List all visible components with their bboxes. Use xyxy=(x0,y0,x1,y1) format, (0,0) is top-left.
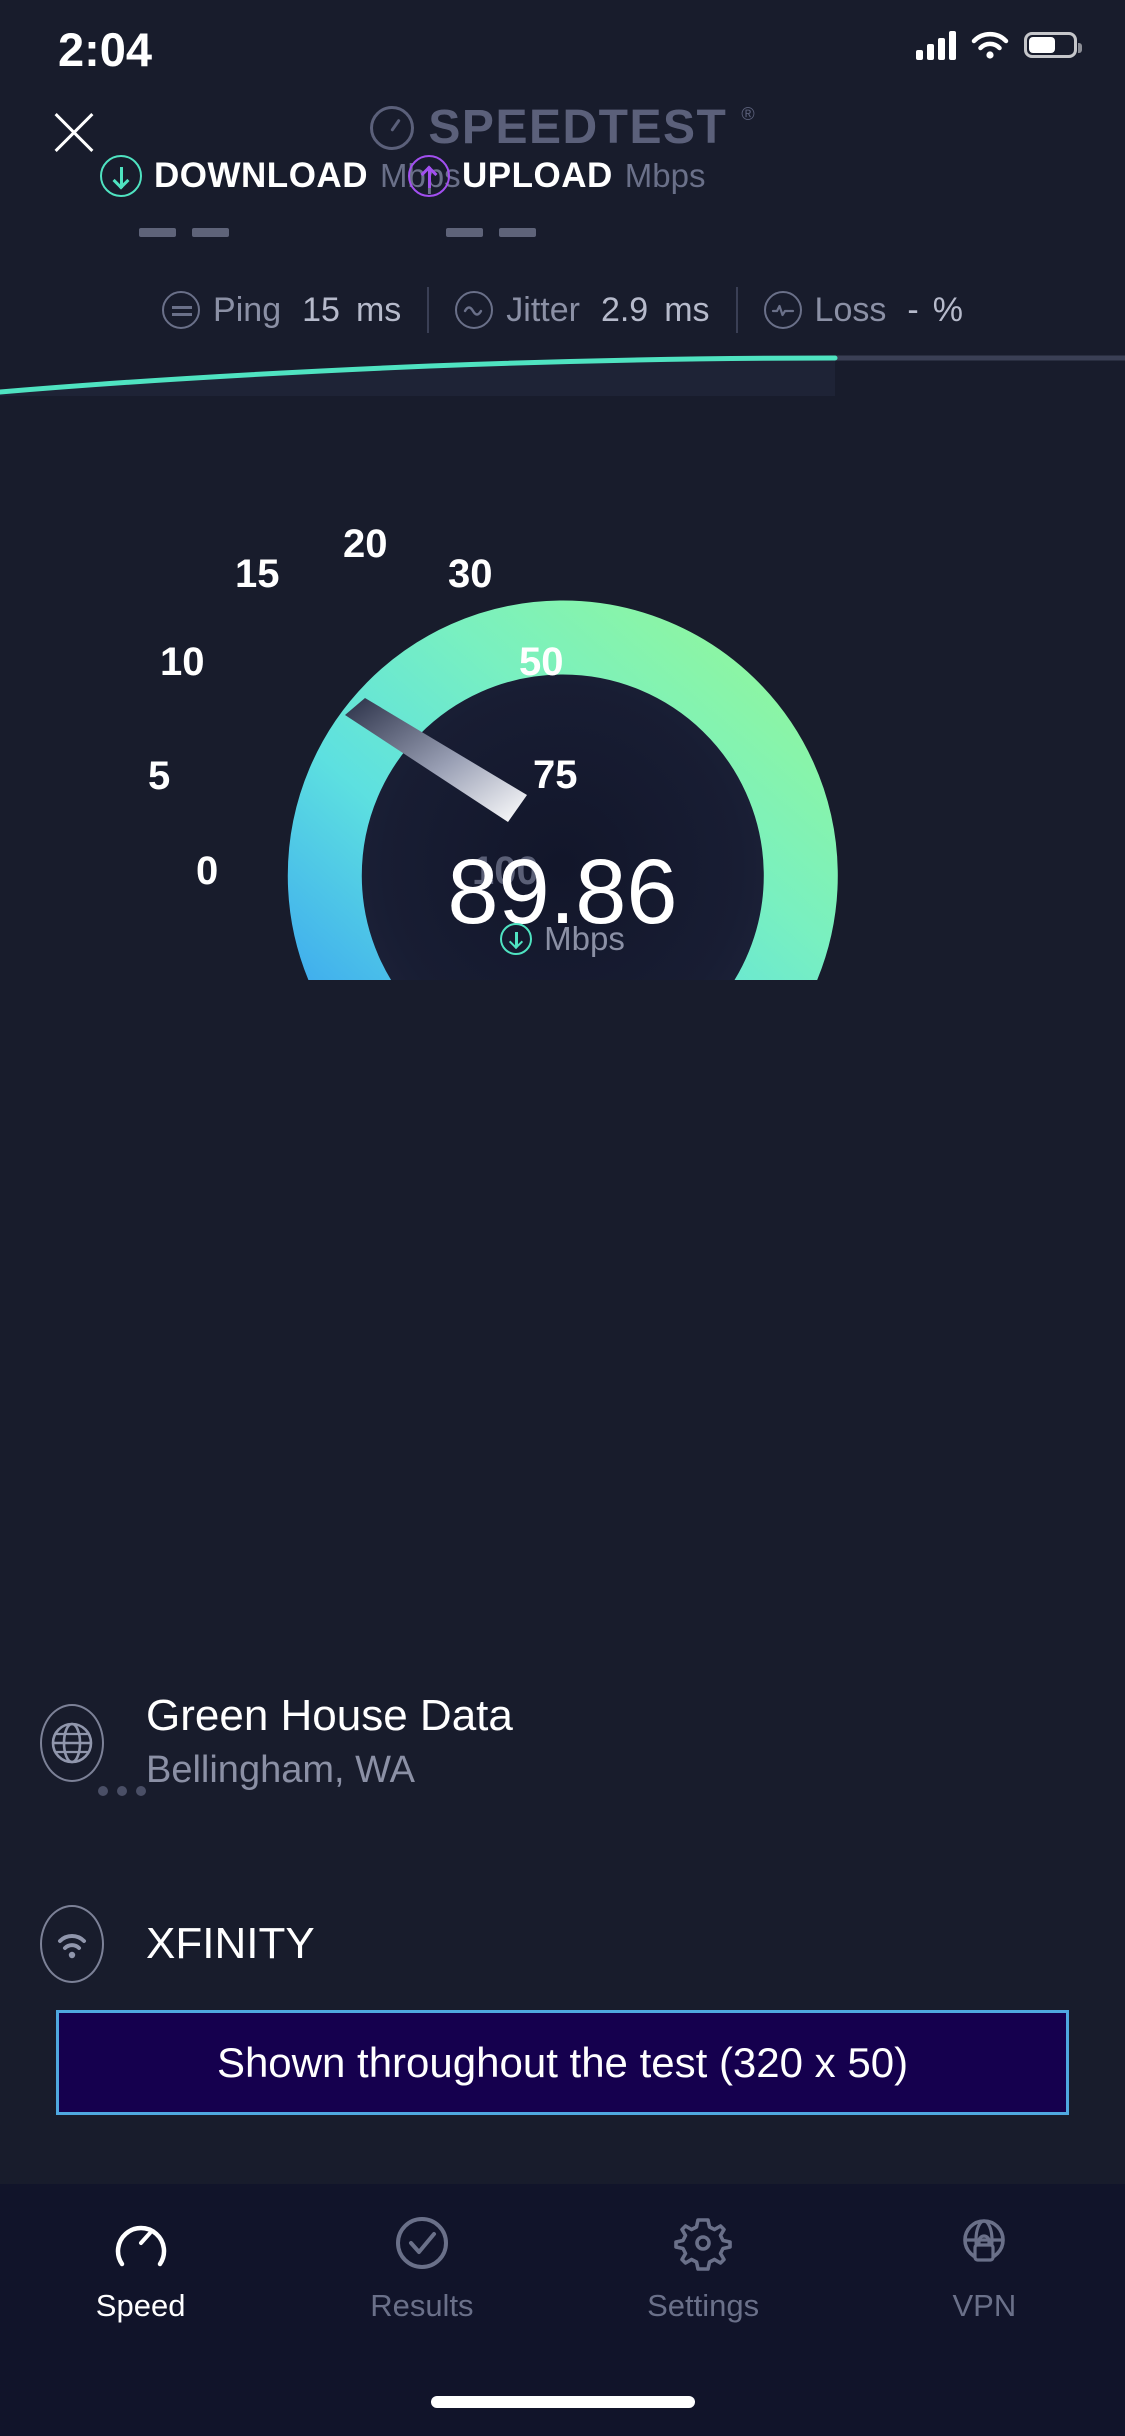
loss-unit: % xyxy=(932,290,963,329)
status-bar-time: 2:04 xyxy=(58,23,153,76)
server-name: Green House Data xyxy=(146,1691,513,1740)
wifi-icon xyxy=(40,1905,104,1983)
download-label: DOWNLOAD xyxy=(154,156,368,195)
ping-value: 15 xyxy=(302,290,340,329)
upload-unit: Mbps xyxy=(624,157,706,194)
status-bar: 2:04 xyxy=(0,0,1125,110)
jitter-label: Jitter xyxy=(506,290,580,329)
jitter-wave-icon xyxy=(455,291,494,329)
gauge-needle xyxy=(345,698,527,822)
gauge-arc xyxy=(287,600,838,1071)
current-speed-value: 89.86 xyxy=(447,841,678,943)
download-value-placeholder xyxy=(139,228,229,237)
loss-value: - xyxy=(907,290,919,329)
current-speed-unit-row: Mbps xyxy=(0,920,1125,958)
jitter-unit: ms xyxy=(664,290,710,329)
trademark-symbol: ® xyxy=(741,104,755,124)
bottom-tab-bar: Speed Results Settings xyxy=(0,2184,1125,2436)
isp-row[interactable]: XFINITY xyxy=(0,1905,1125,1983)
network-stats-row: Ping 15 ms Jitter 2.9 ms Loss xyxy=(0,287,1125,333)
stat-divider xyxy=(427,287,430,333)
upload-value-placeholder xyxy=(446,228,536,237)
gauge-tick-0: 0 xyxy=(196,849,219,893)
metric-headers: DOWNLOAD Mbps UPLOAD Mbps xyxy=(0,155,1125,265)
ping-unit: ms xyxy=(355,290,402,329)
current-speed-unit: Mbps xyxy=(544,920,625,957)
ad-banner[interactable]: Shown throughout the test (320 x 50) xyxy=(56,2010,1069,2115)
wifi-icon xyxy=(971,31,1009,59)
ping-icon xyxy=(162,291,201,329)
jitter-stat: Jitter 2.9 ms xyxy=(429,291,735,330)
gear-icon xyxy=(674,2218,732,2271)
upload-metric-header: UPLOAD Mbps xyxy=(408,155,705,197)
upload-arrow-icon xyxy=(408,155,450,197)
gauge-tick-5: 5 xyxy=(148,754,171,798)
home-indicator[interactable] xyxy=(430,2396,695,2408)
gauge-tick-10: 10 xyxy=(160,640,205,684)
server-location: Bellingham, WA xyxy=(146,1748,415,1791)
stat-divider xyxy=(735,287,738,333)
tab-vpn[interactable]: VPN xyxy=(844,2212,1125,2324)
tab-settings-label: Settings xyxy=(647,2288,760,2323)
packet-loss-icon xyxy=(763,291,802,329)
tab-speed[interactable]: Speed xyxy=(0,2212,281,2324)
cellular-signal-icon xyxy=(916,30,956,60)
ad-banner-text: Shown throughout the test (320 x 50) xyxy=(216,2038,909,2086)
speedtest-gauge-logo-icon xyxy=(370,105,415,150)
download-progress-chart xyxy=(0,355,1125,396)
download-metric-header: DOWNLOAD Mbps xyxy=(100,155,461,197)
speedometer-icon xyxy=(115,2225,166,2267)
brand-name: SPEEDTEST xyxy=(428,101,728,154)
tab-settings[interactable]: Settings xyxy=(563,2212,844,2324)
gauge-tick-75: 75 xyxy=(533,753,578,797)
app-brand: SPEEDTEST ® xyxy=(0,100,1125,155)
gauge-tick-30: 30 xyxy=(448,552,493,596)
gauge-tick-100: 100 xyxy=(472,849,539,893)
battery-icon xyxy=(1024,32,1082,58)
jitter-value: 2.9 xyxy=(600,290,649,329)
loss-label: Loss xyxy=(814,290,887,329)
download-arrow-icon xyxy=(500,923,533,955)
gauge-tick-15: 15 xyxy=(235,552,280,596)
download-arrow-icon xyxy=(100,155,142,197)
tab-results-label: Results xyxy=(370,2288,474,2323)
tab-vpn-label: VPN xyxy=(952,2288,1017,2323)
gauge-tick-50: 50 xyxy=(519,640,564,684)
tab-results[interactable]: Results xyxy=(281,2212,562,2324)
upload-label: UPLOAD xyxy=(462,156,613,195)
globe-lock-icon xyxy=(963,2219,1006,2262)
ping-stat: Ping 15 ms xyxy=(136,291,427,330)
isp-name: XFINITY xyxy=(146,1919,315,1969)
ping-label: Ping xyxy=(213,290,282,329)
status-bar-indicators xyxy=(916,30,1082,60)
globe-icon xyxy=(40,1703,146,1796)
tab-speed-label: Speed xyxy=(95,2288,186,2323)
check-circle-icon xyxy=(395,2217,448,2269)
gauge-tick-20: 20 xyxy=(343,522,388,566)
more-dots-icon xyxy=(98,1785,146,1796)
progress-line xyxy=(0,355,838,395)
loss-stat: Loss - % xyxy=(738,291,989,330)
server-row[interactable]: Green House Data Bellingham, WA xyxy=(0,1690,1125,1796)
